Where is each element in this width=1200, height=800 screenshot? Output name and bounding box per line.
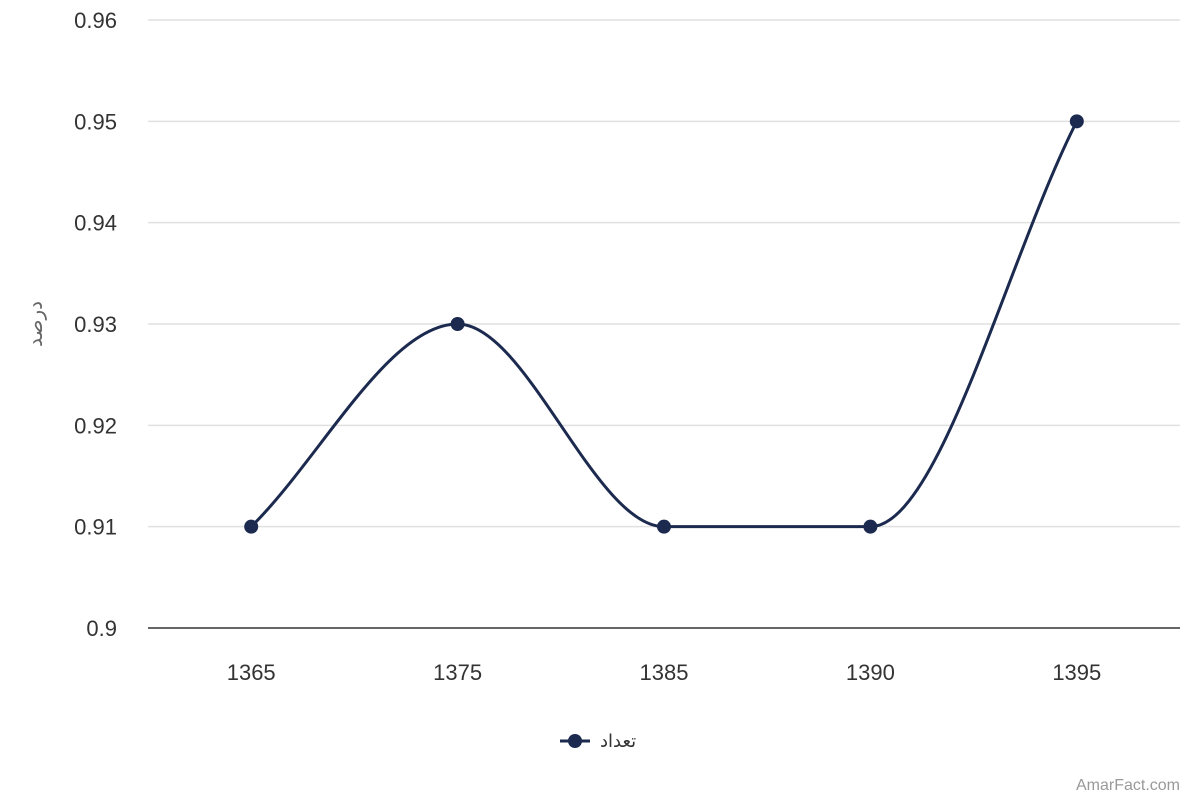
legend[interactable]: تعداد [560,731,636,752]
y-tick-label: 0.96 [74,8,117,33]
data-point [863,519,878,534]
data-point [244,519,259,534]
legend-marker [568,734,582,748]
y-tick-label: 0.9 [86,616,117,641]
x-tick-label: 1395 [1052,660,1101,685]
x-tick-label: 1375 [433,660,482,685]
y-tick-label: 0.92 [74,413,117,438]
data-point [1069,114,1084,129]
y-tick-label: 0.94 [74,211,117,236]
x-tick-label: 1365 [227,660,276,685]
x-axis-ticks: 1365 1375 1385 1390 1395 [227,660,1102,685]
x-tick-label: 1385 [640,660,689,685]
y-axis-ticks: 0.9 0.91 0.92 0.93 0.94 0.95 0.96 [74,8,117,641]
y-tick-label: 0.95 [74,109,117,134]
grid-lines [148,19,1180,528]
data-point [657,519,671,534]
legend-label-series-0: تعداد [600,731,636,752]
series-layer [244,114,1084,534]
y-tick-label: 0.91 [74,515,117,540]
y-axis-title: درصد [23,301,47,347]
y-tick-label: 0.93 [74,312,117,337]
data-point [450,317,465,331]
credit-text[interactable]: AmarFact.com [1076,777,1180,794]
x-tick-label: 1390 [846,660,895,685]
